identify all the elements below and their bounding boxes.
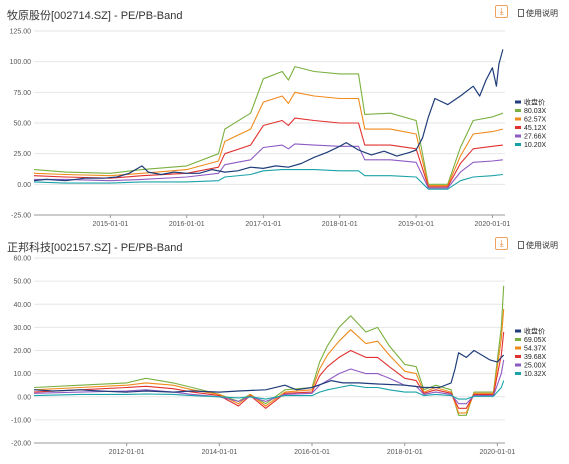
legend-label: 10.32X [524, 371, 547, 378]
document-icon [518, 9, 524, 17]
y-tick-label: 50.00 [13, 121, 31, 128]
x-tick-label: 2020-01-01 [475, 221, 511, 228]
legend-swatch [515, 372, 521, 375]
legend-label: 收盘价 [524, 98, 545, 107]
help-link[interactable]: 使用说明 [518, 8, 558, 19]
y-tick-label: 10.00 [13, 371, 31, 378]
legend-swatch [515, 346, 521, 350]
legend-swatch [515, 143, 521, 146]
y-tick-label: -10.00 [11, 417, 31, 424]
x-tick-label: 2019-01-01 [398, 221, 434, 228]
series-line [34, 143, 503, 189]
help-label: 使用说明 [526, 241, 558, 250]
legend-swatch [515, 329, 521, 333]
pe-pb-band-chart-1: -25.00 0.00 25.00 50.00 75.00 100.00 125.00 201… [10, 29, 547, 229]
legend-label: 27.66X [524, 134, 547, 141]
series-line [33, 359, 505, 405]
series-line [33, 49, 504, 182]
y-tick-label: 50.00 [13, 279, 31, 286]
pe-pb-band-chart-2: -20.00 -10.00 0.00 10.00 20.00 30.00 40.00 50.0… [11, 256, 547, 457]
series-line [33, 91, 504, 187]
series-line [33, 117, 503, 188]
y-tick-label: 100.00 [10, 59, 32, 66]
chart-panel-1: -25.00 0.00 25.00 50.00 75.00 100.00 125.00 201… [7, 5, 558, 229]
y-tick-label: 125.00 [10, 29, 32, 36]
x-tick-label: 2015-01-01 [92, 221, 128, 228]
y-tick-label: -20.00 [11, 441, 31, 448]
chart-title: 牧原股份[002714.SZ] - PE/PB-Band [7, 10, 183, 22]
series-line [33, 380, 505, 400]
series-line [33, 169, 503, 190]
legend-label: 62.57X [524, 117, 547, 124]
legend-swatch [515, 355, 521, 358]
y-tick-label: 40.00 [13, 302, 31, 309]
x-tick-label: 2020-01-01 [479, 449, 515, 456]
legend-label: 10.20X [524, 142, 547, 149]
help-label: 使用说明 [526, 9, 558, 18]
chart-panel-2: -20.00 -10.00 0.00 10.00 20.00 30.00 40.00 50.0… [0, 232, 569, 464]
chart-title: 正邦科技[002157.SZ] - PE/PB-Band [7, 242, 183, 254]
legend-swatch [515, 363, 521, 367]
legend-swatch [515, 338, 521, 341]
y-tick-label: 0.00 [17, 394, 31, 401]
y-tick-label: 25.00 [13, 151, 31, 158]
legend-swatch [515, 134, 521, 138]
legend-swatch [515, 126, 521, 129]
x-tick-label: 2016-01-01 [294, 449, 330, 456]
y-tick-label: 30.00 [13, 325, 31, 332]
y-tick-label: 20.00 [13, 348, 31, 355]
x-tick-label: 2012-01-01 [109, 449, 145, 456]
y-tick-label: -25.00 [11, 213, 31, 220]
series-line [33, 349, 505, 393]
download-icon[interactable]: ⤓ [495, 237, 508, 250]
x-tick-label: 2018-01-01 [387, 449, 423, 456]
legend-label: 80.03X [524, 108, 547, 115]
x-tick-label: 2014-01-01 [201, 449, 237, 456]
document-icon [518, 241, 524, 249]
x-tick-label: 2018-01-01 [322, 221, 358, 228]
legend-label: 25.00X [524, 363, 547, 370]
legend-swatch [515, 117, 521, 121]
x-tick-label: 2017-01-01 [245, 221, 281, 228]
legend-swatch [515, 100, 521, 104]
series-line [33, 66, 504, 185]
x-tick-label: 2016-01-01 [169, 221, 205, 228]
legend-label: 54.37X [524, 346, 547, 353]
legend-label: 69.05X [524, 337, 547, 344]
y-tick-label: 60.00 [13, 256, 31, 263]
legend-swatch [515, 109, 521, 112]
series-line [33, 308, 505, 414]
legend-label: 45.12X [524, 125, 547, 132]
y-tick-label: 75.00 [13, 90, 31, 97]
legend-label: 39.68X [524, 354, 547, 361]
series-line [33, 285, 505, 416]
y-tick-label: 0.00 [17, 182, 31, 189]
download-icon[interactable]: ⤓ [495, 5, 508, 18]
help-link[interactable]: 使用说明 [518, 240, 558, 251]
legend-label: 收盘价 [524, 327, 545, 336]
